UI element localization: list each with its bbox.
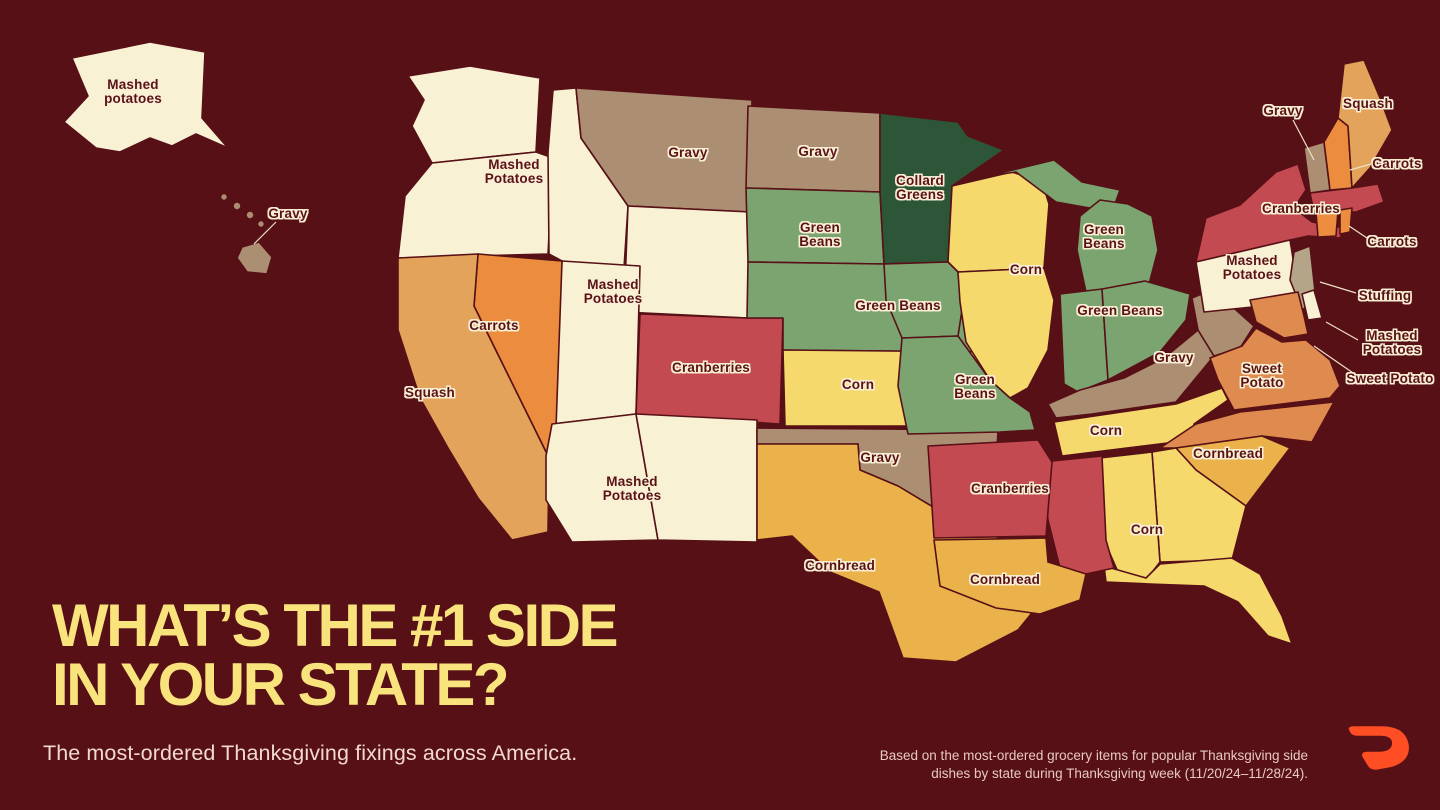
leader-line [1348,225,1368,239]
state-ri [1339,207,1353,235]
leader-line [1319,281,1357,294]
title-line-2: IN YOUR STATE? [52,651,510,718]
title-line-1: WHAT’S THE #1 SIDE [52,592,618,659]
state-ca [397,253,550,541]
state-hi [245,210,255,220]
state-hi [256,219,266,229]
state-ma [1309,183,1385,213]
state-hi [236,241,273,275]
state-hi [232,201,242,211]
state-ia [883,261,963,339]
source-footnote: Based on the most-ordered grocery items … [880,747,1308,783]
doordash-d-icon [1348,726,1409,770]
state-va [1209,327,1341,411]
state-me [1337,59,1393,189]
state-ms [1041,455,1115,575]
footnote-line-1: Based on the most-ordered grocery items … [879,748,1308,763]
state-nm [635,413,758,543]
leader-line [1325,321,1359,341]
state-la [933,537,1087,615]
state-ut [551,260,641,425]
state-il [957,267,1055,399]
leader-lines-layer [253,119,1372,376]
state-md [1249,291,1309,339]
state-ar [927,439,1053,539]
state-ak [63,41,229,153]
state-co [635,313,784,425]
leader-line [253,221,277,245]
state-mi-upper [987,159,1121,213]
leader-line [1292,119,1315,161]
state-tx [756,443,1041,663]
state-nd [745,105,881,193]
state-wi [947,171,1050,273]
state-mo [897,335,1036,435]
state-oh [1101,280,1191,381]
footnote-line-2: dishes by state during Thanksgiving week… [931,766,1308,782]
state-hi [219,192,229,202]
state-or [397,151,554,259]
state-in [1059,288,1109,393]
leader-line [1313,345,1357,376]
page-title: WHAT’S THE #1 SIDE IN YOUR STATE? [52,592,618,718]
states-layer [63,41,1393,663]
state-fl [1103,557,1293,645]
page-subtitle: The most-ordered Thanksgiving fixings ac… [43,741,578,765]
state-wy [623,205,751,319]
state-ct [1315,210,1339,238]
state-wa [407,65,541,164]
leader-line [1349,163,1372,171]
state-mi [1076,199,1159,293]
state-ny [1195,163,1345,263]
state-sd [745,187,885,265]
state-de [1301,289,1323,321]
